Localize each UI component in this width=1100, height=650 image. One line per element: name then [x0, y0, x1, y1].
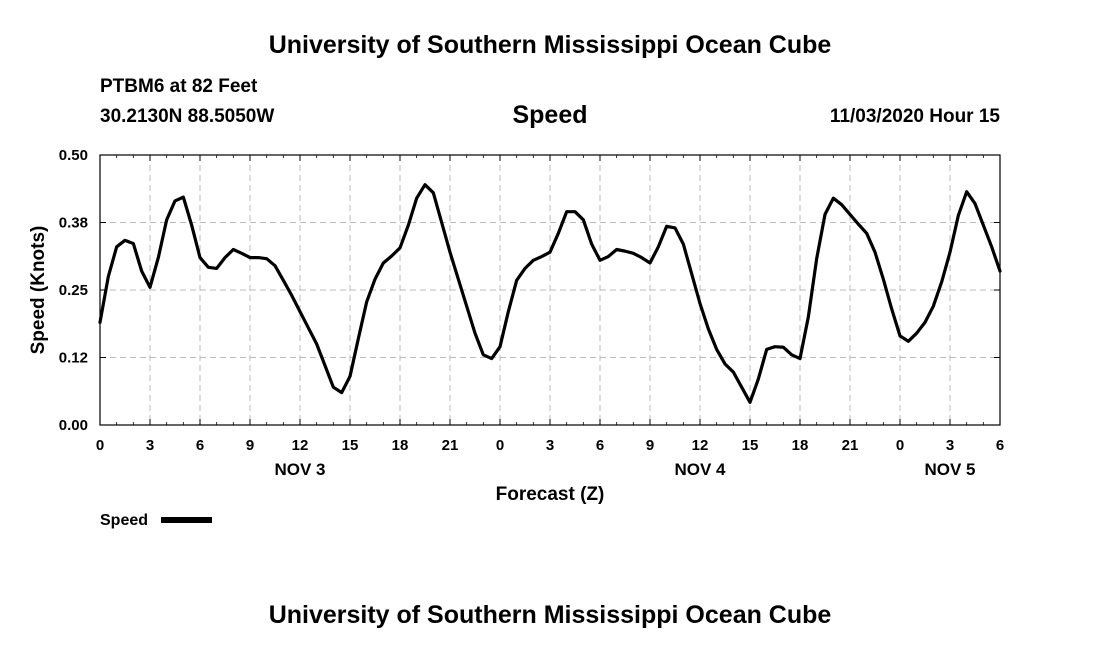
day-label: NOV 3	[274, 460, 325, 479]
grid-layer	[100, 155, 1000, 425]
x-tick-label: 6	[996, 437, 1004, 454]
x-tick-label: 21	[842, 437, 859, 454]
tick-layer	[99, 154, 1001, 426]
x-tick-label: 3	[546, 437, 554, 454]
legend-label: Speed	[100, 512, 148, 529]
legend-swatch	[161, 517, 212, 523]
day-label: NOV 4	[674, 460, 726, 479]
y-tick-label: 0.38	[59, 215, 88, 232]
x-tick-label: 6	[596, 437, 604, 454]
x-tick-label: 18	[392, 437, 409, 454]
title-top: University of Southern Mississippi Ocean…	[268, 31, 832, 59]
x-tick-label: 9	[646, 437, 654, 454]
y-tick-label: 0.12	[59, 350, 88, 367]
x-tick-label: 3	[146, 437, 154, 454]
x-tick-label: 0	[896, 437, 904, 454]
label-layer: 0 3 6 9 12 15 18 21 0 3 6 9 12 15 18 21 0 3 6 0.00 0.12 0.25 0…	[59, 147, 1004, 479]
x-tick-label: 18	[792, 437, 809, 454]
y-axis-label: Speed (Knots)	[28, 226, 49, 355]
y-tick-label: 0.50	[59, 147, 88, 164]
y-tick-label: 0.25	[59, 282, 88, 299]
x-tick-label: 21	[442, 437, 459, 454]
x-tick-label: 0	[96, 437, 104, 454]
x-tick-label: 15	[742, 437, 759, 454]
x-tick-label: 9	[246, 437, 254, 454]
x-tick-label: 6	[196, 437, 204, 454]
chart-title: Speed	[512, 101, 588, 129]
x-axis-label: Forecast (Z)	[496, 484, 605, 505]
day-label: NOV 5	[924, 460, 975, 479]
station-label: PTBM6 at 82 Feet	[100, 76, 258, 97]
x-tick-label: 12	[292, 437, 309, 454]
speed-series-line	[98, 183, 1002, 404]
x-tick-label: 15	[342, 437, 359, 454]
coordinates-label: 30.2130N 88.5050W	[100, 106, 275, 127]
y-tick-label: 0.00	[59, 417, 88, 434]
title-bottom: University of Southern Mississippi Ocean…	[268, 601, 832, 629]
x-tick-label: 12	[692, 437, 709, 454]
x-tick-label: 0	[496, 437, 504, 454]
x-tick-label: 3	[946, 437, 954, 454]
datetime-label: 11/03/2020 Hour 15	[829, 106, 1000, 127]
